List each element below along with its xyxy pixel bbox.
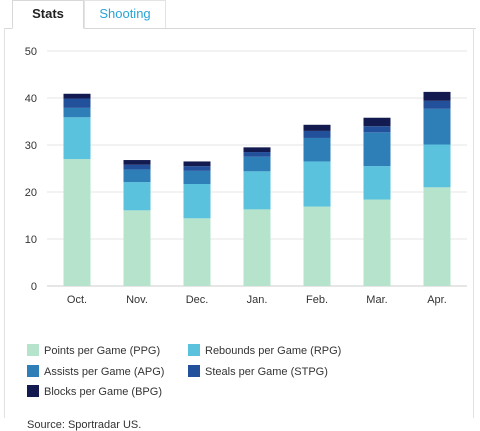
legend-item-rpg: Rebounds per Game (RPG) (188, 344, 341, 358)
y-tick-label-0: 0 (31, 281, 37, 293)
bar-segment-mar-1 (363, 166, 391, 200)
tab-shooting[interactable]: Shooting (84, 0, 166, 28)
legend-item-bpg: Blocks per Game (BPG) (27, 385, 162, 399)
bar-segment-apr-3 (423, 100, 451, 109)
bar-segment-dec-2 (183, 170, 211, 185)
bar-segment-feb-3 (303, 130, 331, 138)
bar-segment-dec-3 (183, 166, 211, 171)
y-tick-label-10: 10 (25, 234, 37, 246)
legend-item-stpg: Steals per Game (STPG) (188, 365, 328, 379)
bar-segment-apr-1 (423, 144, 451, 188)
x-tick-label-apr: Apr. (427, 294, 447, 306)
x-tick-label-oct: Oct. (67, 294, 87, 306)
legend-swatch-ppg (27, 344, 39, 356)
bar-segment-feb-1 (303, 161, 331, 207)
bar-segment-feb-2 (303, 137, 331, 162)
legend-item-ppg: Points per Game (PPG) (27, 344, 160, 358)
x-tick-label-jan: Jan. (247, 294, 268, 306)
bar-segment-apr-0 (423, 187, 451, 286)
bar-segment-oct-2 (63, 107, 91, 118)
bar-segment-nov-2 (123, 169, 151, 183)
y-tick-label-50: 50 (25, 46, 37, 58)
bar-segment-nov-0 (123, 210, 151, 286)
x-tick-label-dec: Dec. (186, 294, 209, 306)
bar-segment-apr-4 (423, 91, 451, 101)
bar-segment-jan-3 (243, 152, 271, 157)
legend-label-rpg: Rebounds per Game (RPG) (205, 345, 342, 357)
bar-segment-dec-1 (183, 184, 211, 219)
x-tick-label-mar: Mar. (366, 294, 387, 306)
legend-label-apg: Assists per Game (APG) (44, 366, 165, 378)
bar-segment-oct-3 (63, 98, 91, 108)
legend-swatch-rpg (188, 344, 200, 356)
bar-segment-dec-0 (183, 218, 211, 286)
bar-segment-nov-3 (123, 164, 151, 170)
bar-segment-mar-0 (363, 199, 391, 286)
bar-segment-jan-1 (243, 171, 271, 210)
bar-segment-dec-4 (183, 161, 211, 167)
bar-segment-jan-2 (243, 156, 271, 172)
legend-swatch-apg (27, 365, 39, 377)
legend-item-apg: Assists per Game (APG) (27, 365, 164, 379)
tab-stats[interactable]: Stats (12, 0, 84, 29)
bar-segment-mar-3 (363, 126, 391, 133)
legend-label-stpg: Steals per Game (STPG) (205, 366, 328, 378)
bar-segment-apr-2 (423, 108, 451, 145)
x-tick-label-nov: Nov. (126, 294, 148, 306)
y-tick-label-20: 20 (25, 187, 37, 199)
x-tick-label-feb: Feb. (306, 294, 328, 306)
bar-segment-feb-0 (303, 206, 331, 286)
bar-segment-nov-4 (123, 160, 151, 165)
stats-panel: 0 10 20 30 40 50 Oct. Nov. Dec. Jan. Feb. Mar. Apr. … (4, 28, 474, 431)
bar-segment-nov-1 (123, 182, 151, 211)
stacked-bar-chart: 0 10 20 30 40 50 Oct. Nov. Dec. Jan. Feb. Mar. Apr. (25, 46, 467, 306)
source-note: Source: Sportradar US. (27, 419, 142, 431)
bar-segment-mar-2 (363, 132, 391, 167)
bar-segment-oct-0 (63, 159, 91, 286)
legend-label-bpg: Blocks per Game (BPG) (44, 386, 162, 398)
tab-bar: Stats Shooting (4, 0, 476, 29)
y-tick-label-30: 30 (25, 140, 37, 152)
bar-segment-oct-1 (63, 117, 91, 160)
legend-swatch-stpg (188, 365, 200, 377)
legend-label-ppg: Points per Game (PPG) (44, 345, 161, 357)
bar-segment-mar-4 (363, 117, 391, 127)
y-tick-label-40: 40 (25, 93, 37, 105)
bar-segment-feb-4 (303, 124, 331, 131)
bar-segment-jan-4 (243, 147, 271, 153)
bar-segment-jan-0 (243, 209, 271, 286)
legend-swatch-bpg (27, 385, 39, 397)
bar-segment-oct-4 (63, 93, 91, 99)
